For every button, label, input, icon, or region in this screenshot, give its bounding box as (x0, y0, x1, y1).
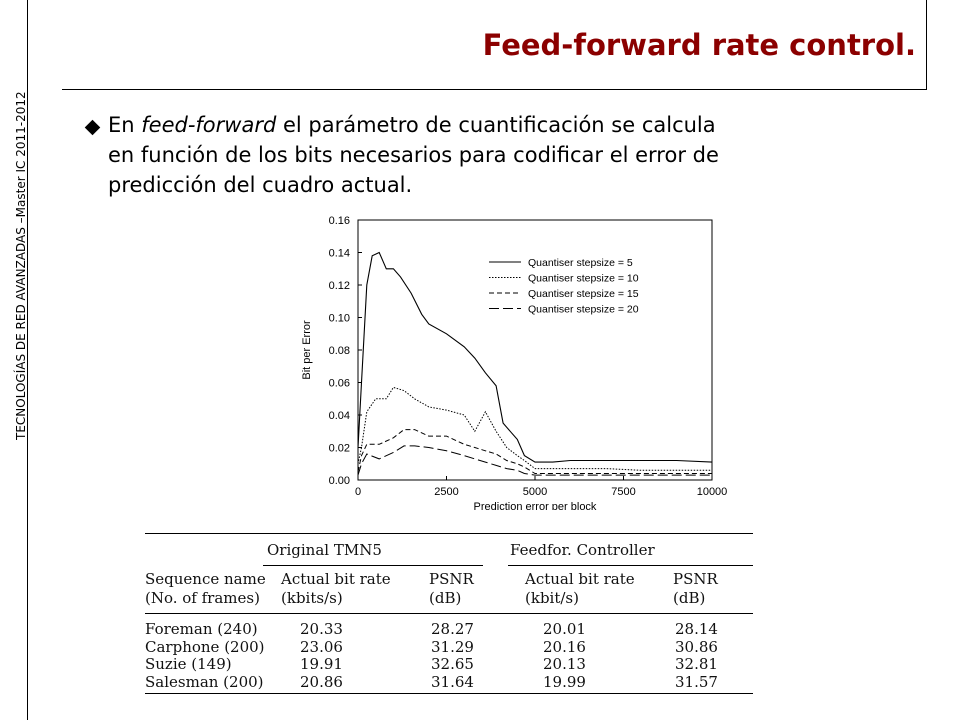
bullet-item: En feed-forward el parámetro de cuantifi… (82, 110, 842, 200)
cell-bitrate-tmn5: 20.86 (300, 672, 343, 691)
bullet-prefix: En (108, 113, 142, 137)
legend-label-1: Quantiser stepsize = 5 (528, 257, 633, 269)
series-line-2 (357, 386, 712, 471)
group-rule-1 (263, 565, 483, 566)
series-line-4 (357, 445, 712, 476)
header-psnr-1: PSNR (429, 570, 474, 588)
cell-bitrate-tmn5: 19.91 (300, 655, 343, 673)
slide-title: Feed-forward rate control. (482, 28, 916, 62)
y-tick-label: 0.10 (329, 313, 350, 325)
bullet-italic-term: feed-forward (141, 113, 277, 137)
cell-bitrate-feedfor: 20.13 (543, 655, 586, 673)
cell-psnr-feedfor: 31.57 (675, 672, 718, 691)
x-axis-label: Prediction error per block (474, 501, 597, 510)
header-bitrate-unit-2: (kbit/s) (525, 589, 579, 607)
bullet-line-2: en función de los bits necesarios para c… (108, 143, 719, 167)
group-header-feedfor: Feedfor. Controller (510, 541, 655, 559)
cell-psnr-feedfor: 32.81 (675, 655, 718, 673)
header-bitrate-unit-1: (kbits/s) (281, 589, 343, 607)
table-top-rule (145, 533, 753, 534)
footer-text: TECNOLOGÍAS DE RED AVANZADAS –Master IC … (14, 91, 28, 440)
group-header-tmn5: Original TMN5 (267, 541, 382, 559)
bullet-line-1: En feed-forward el parámetro de cuantifi… (108, 110, 842, 140)
cell-sequence: Carphone (200) (145, 637, 265, 656)
bullet-text: En feed-forward el parámetro de cuantifi… (108, 110, 842, 200)
y-axis-label: Bit per Error (301, 320, 313, 380)
y-tick-label: 0.00 (329, 475, 350, 487)
x-tick-label: 2500 (434, 486, 458, 498)
title-underline (62, 89, 927, 90)
cell-psnr-tmn5: 28.27 (431, 620, 474, 638)
bullet-line-1-rest: el parámetro de cuantificación se calcul… (276, 113, 716, 137)
cell-bitrate-feedfor: 19.99 (543, 672, 586, 691)
cell-psnr-tmn5: 31.64 (431, 672, 474, 691)
y-tick-label: 0.16 (329, 215, 350, 227)
cell-sequence: Salesman (200) (145, 672, 264, 691)
header-psnr-unit-2: (dB) (673, 589, 706, 607)
header-psnr-unit-1: (dB) (429, 589, 462, 607)
cell-psnr-feedfor: 30.86 (675, 637, 718, 656)
x-tick-label: 10000 (697, 486, 728, 498)
y-tick-label: 0.02 (329, 443, 350, 455)
legend-label-4: Quantiser stepsize = 20 (528, 304, 639, 316)
x-tick-label: 5000 (523, 486, 547, 498)
y-tick-label: 0.14 (329, 248, 350, 260)
header-bottom-rule (145, 613, 753, 614)
header-bitrate-1: Actual bit rate (281, 570, 391, 588)
cell-psnr-feedfor: 28.14 (675, 620, 718, 638)
cell-sequence: Suzie (149) (145, 655, 232, 673)
cell-bitrate-tmn5: 20.33 (300, 620, 343, 638)
header-num-frames: (No. of frames) (145, 589, 260, 607)
bit-per-error-chart: 0.00 0.02 0.04 0.06 0.08 0.10 0.12 0.14 0.16 0 250… (301, 215, 728, 510)
left-border-line (27, 0, 28, 720)
header-bitrate-2: Actual bit rate (525, 570, 635, 588)
bullet-line-3: predicción del cuadro actual. (108, 173, 413, 197)
y-tick-label: 0.06 (329, 378, 350, 390)
table-bottom-rule (145, 693, 753, 694)
x-tick-label: 0 (355, 486, 361, 498)
cell-psnr-tmn5: 31.29 (431, 637, 474, 656)
cell-bitrate-feedfor: 20.01 (543, 620, 586, 638)
series-line-1 (357, 251, 713, 463)
y-tick-label: 0.08 (329, 345, 350, 357)
y-tick-label: 0.12 (329, 280, 350, 292)
series-line-3 (357, 429, 712, 474)
bullet-diamond-icon (84, 119, 101, 136)
legend-label-3: Quantiser stepsize = 15 (528, 288, 639, 300)
legend-label-2: Quantiser stepsize = 10 (528, 273, 639, 285)
header-psnr-2: PSNR (673, 570, 718, 588)
y-tick-label: 0.04 (329, 410, 350, 422)
x-tick-label: 7500 (611, 486, 635, 498)
group-rule-2 (508, 565, 753, 566)
cell-bitrate-feedfor: 20.16 (543, 637, 586, 656)
cell-psnr-tmn5: 32.65 (431, 655, 474, 673)
header-sequence-name: Sequence name (145, 570, 266, 588)
cell-sequence: Foreman (240) (145, 620, 258, 638)
cell-bitrate-tmn5: 23.06 (300, 637, 343, 656)
vertical-footer-label: TECNOLOGÍAS DE RED AVANZADAS –Master IC … (3, 0, 28, 440)
title-border-line (926, 0, 927, 90)
